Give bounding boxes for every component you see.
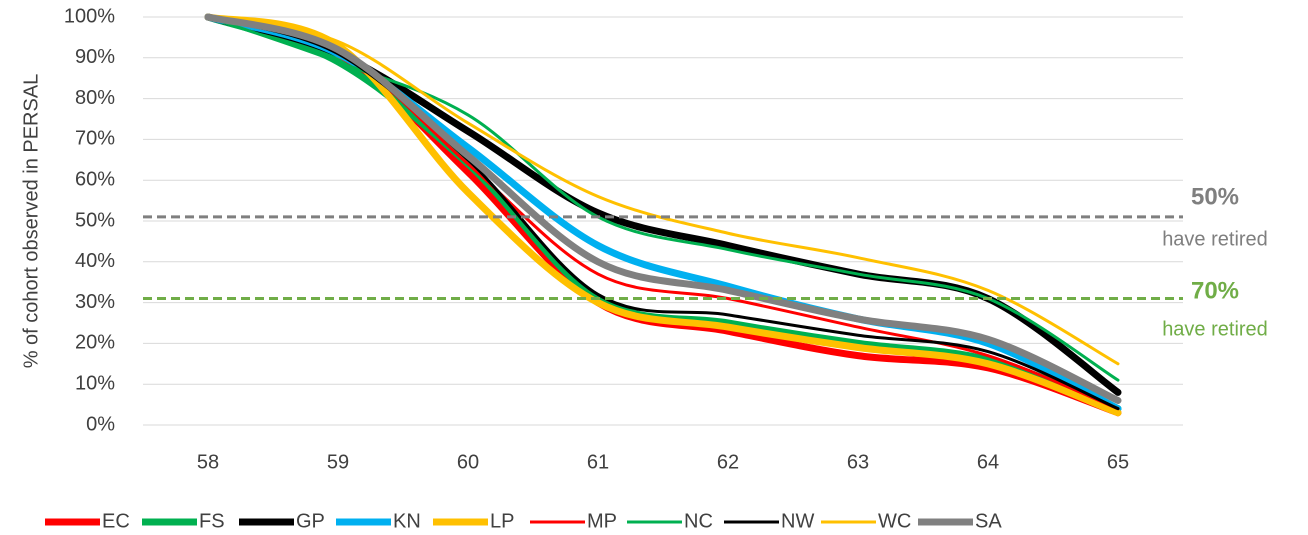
y-tick-label: 80%	[75, 87, 115, 109]
x-tick-label: 64	[977, 451, 999, 473]
legend-label: KN	[393, 510, 421, 532]
annotation-value: 50%	[1191, 183, 1239, 210]
annotation-note: have retired	[1162, 228, 1268, 250]
legend-label: EC	[102, 510, 130, 532]
legend-label: LP	[490, 510, 514, 532]
legend-label: FS	[199, 510, 225, 532]
annotation-value: 70%	[1191, 277, 1239, 304]
y-tick-label: 30%	[75, 291, 115, 313]
x-tick-label: 61	[587, 451, 609, 473]
y-tick-label: 70%	[75, 128, 115, 150]
legend-label: NW	[781, 510, 814, 532]
legend-label: MP	[587, 510, 617, 532]
y-tick-label: 40%	[75, 250, 115, 272]
y-tick-label: 100%	[64, 5, 115, 27]
y-tick-label: 20%	[75, 332, 115, 354]
series-line	[206, 15, 1120, 382]
x-tick-label: 59	[327, 451, 349, 473]
x-tick-label: 63	[847, 451, 869, 473]
legend-label: WC	[878, 510, 911, 532]
legend-label: SA	[975, 510, 1002, 532]
legend-label: NC	[684, 510, 713, 532]
x-tick-label: 58	[197, 451, 219, 473]
y-tick-label: 90%	[75, 46, 115, 68]
y-tick-label: 50%	[75, 209, 115, 231]
series-line	[206, 15, 1120, 411]
legend-label: GP	[296, 510, 325, 532]
y-axis-label: % of cohort observed in PERSAL	[20, 74, 42, 369]
x-tick-label: 60	[457, 451, 479, 473]
y-tick-label: 60%	[75, 168, 115, 190]
annotation-note: have retired	[1162, 318, 1268, 340]
series-line	[206, 15, 1120, 366]
x-tick-label: 65	[1107, 451, 1129, 473]
y-tick-label: 10%	[75, 372, 115, 394]
y-tick-label: 0%	[86, 413, 115, 435]
series-line	[204, 13, 1122, 405]
x-tick-label: 62	[717, 451, 739, 473]
